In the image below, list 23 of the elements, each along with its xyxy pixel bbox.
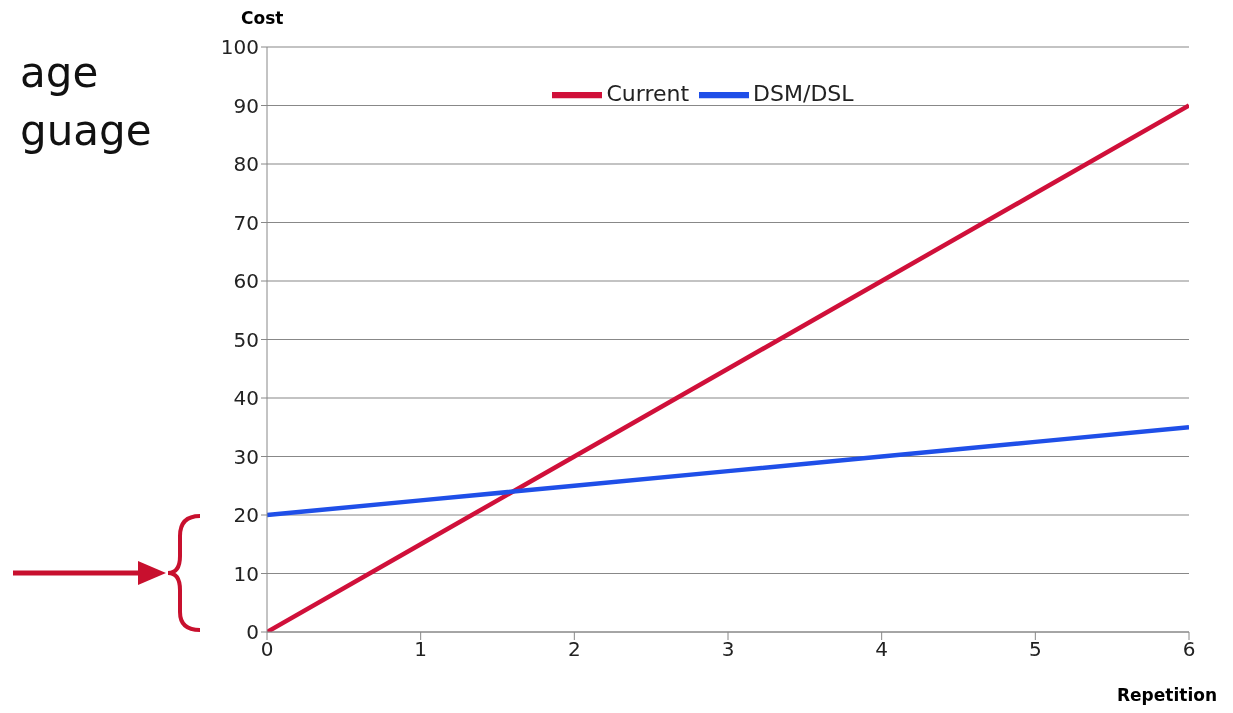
x-tick-label: 1 xyxy=(414,637,428,662)
y-tick-label: 0 xyxy=(246,620,259,645)
y-tick-label: 70 xyxy=(233,210,259,235)
y-tick-label: 50 xyxy=(233,327,259,352)
y-tick-label: 90 xyxy=(233,93,259,118)
y-tick-label: 60 xyxy=(233,269,259,294)
text: guage xyxy=(20,106,152,155)
x-tick-label: 4 xyxy=(875,637,889,662)
legend-label: DSM/DSL xyxy=(753,81,854,106)
y-tick-label: 10 xyxy=(233,561,259,586)
y-axis-title: Cost xyxy=(241,8,284,28)
y-tick-label: 30 xyxy=(233,444,259,469)
x-axis-title: Repetition xyxy=(1116,685,1217,705)
y-tick-label: 40 xyxy=(233,386,259,411)
x-tick-label: 5 xyxy=(1028,637,1042,662)
legend-label: Current xyxy=(606,81,690,106)
text: age xyxy=(20,48,99,97)
y-tick-label: 100 xyxy=(220,35,259,60)
x-tick-label: 3 xyxy=(721,637,735,662)
x-tick-label: 2 xyxy=(567,637,581,662)
y-tick-label: 20 xyxy=(233,503,259,528)
y-tick-label: 80 xyxy=(233,152,259,177)
x-tick-label: 6 xyxy=(1182,637,1196,662)
